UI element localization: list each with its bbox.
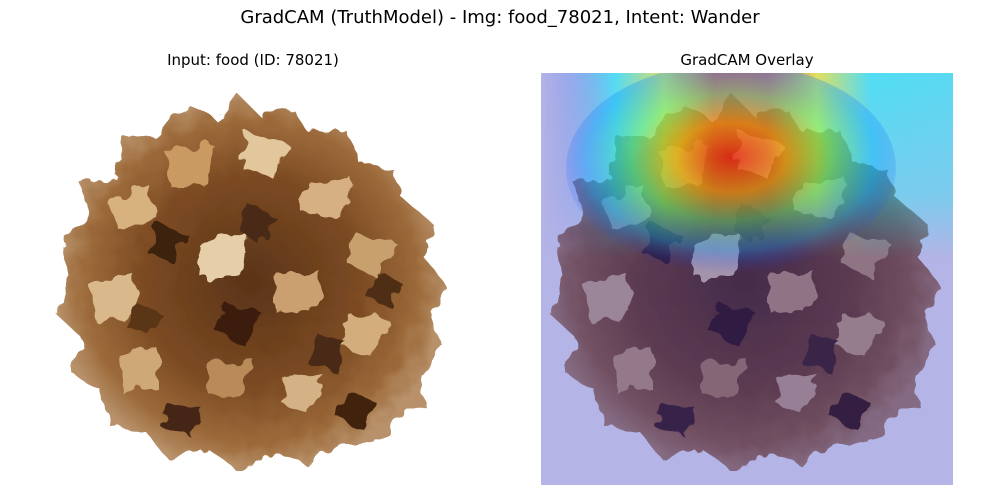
input-panel-title: Input: food (ID: 78021) [167, 51, 339, 69]
figure-suptitle: GradCAM (TruthModel) - Img: food_78021, … [240, 7, 760, 28]
overlay-panel-title: GradCAM Overlay [680, 51, 814, 69]
input-image [47, 73, 459, 485]
gradcam-overlay-image [541, 73, 953, 485]
